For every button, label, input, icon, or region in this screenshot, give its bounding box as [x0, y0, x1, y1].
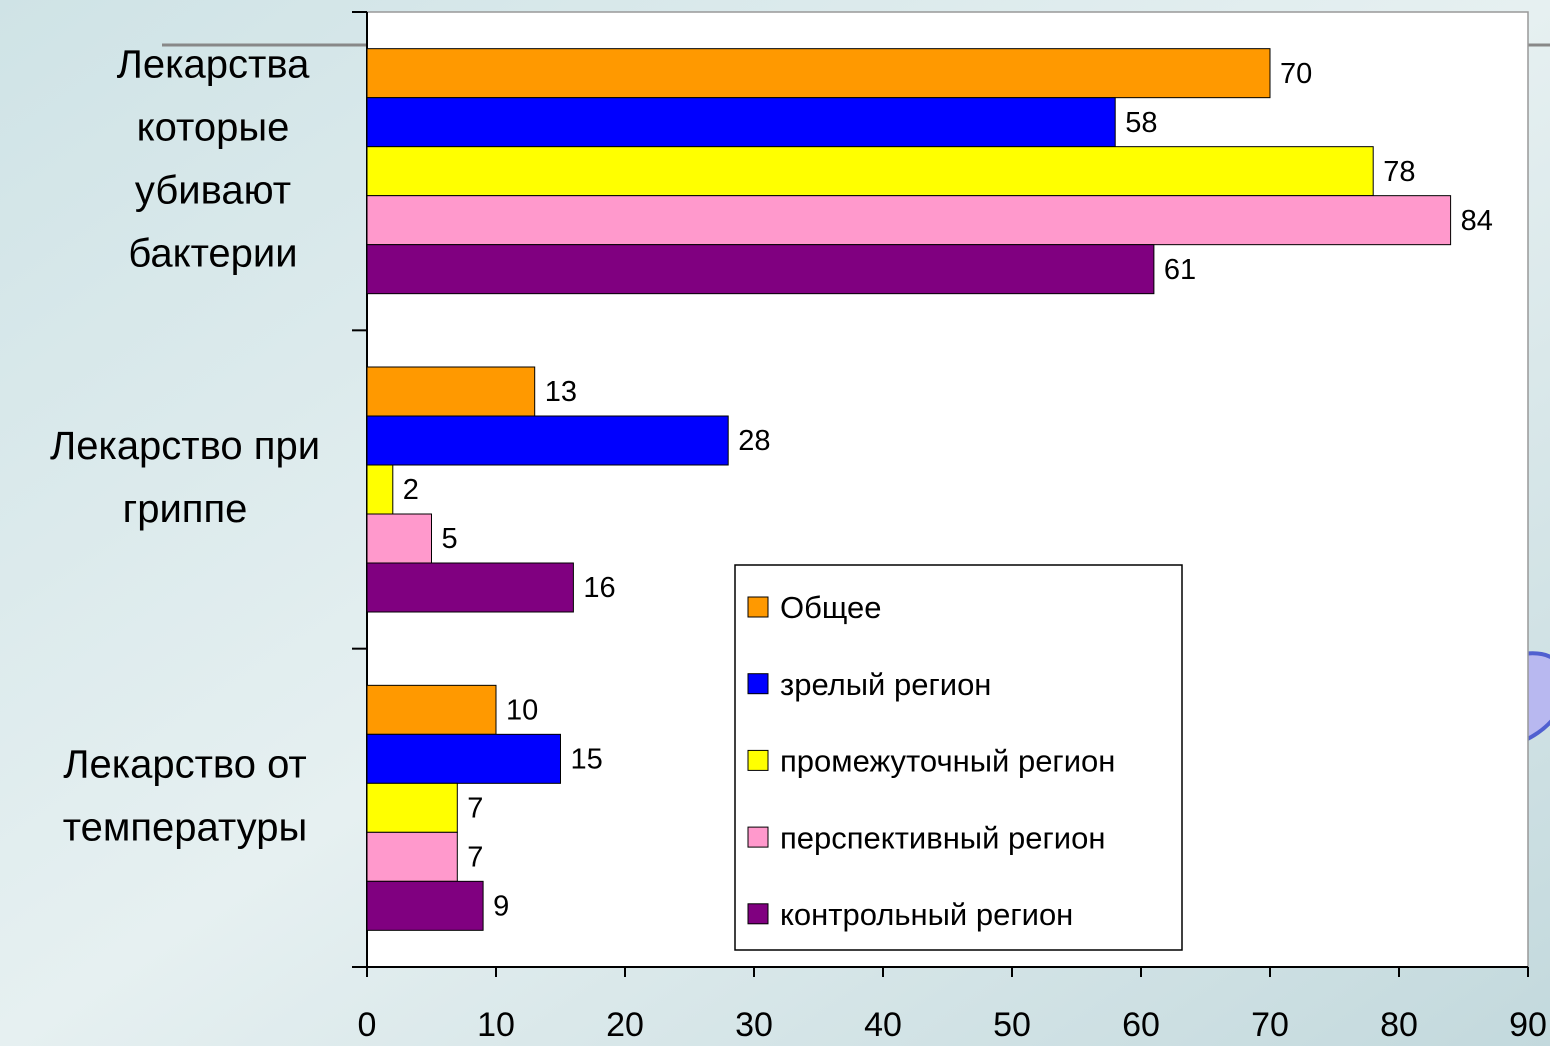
x-tick-label: 0: [358, 1006, 377, 1044]
value-label: 61: [1164, 254, 1196, 286]
x-tick-label: 80: [1380, 1006, 1418, 1044]
value-label: 7: [467, 841, 483, 873]
category-label: Лекарства которые убивают бактерии: [117, 42, 310, 275]
bar: [366, 48, 1271, 99]
legend-label: зрелый регион: [780, 667, 991, 702]
x-tick-label: 50: [993, 1006, 1031, 1044]
value-label: 10: [506, 694, 538, 726]
value-label: 78: [1383, 156, 1415, 188]
bar: [366, 562, 574, 613]
legend-label: контрольный регион: [780, 897, 1073, 932]
value-label: 58: [1125, 107, 1157, 139]
value-label: 84: [1461, 205, 1493, 237]
x-tick-label: 90: [1509, 1006, 1547, 1044]
bar: [366, 880, 484, 931]
bar: [366, 513, 432, 564]
legend-label: перспективный регион: [780, 820, 1106, 855]
legend-label: Общее: [780, 590, 882, 625]
legend-swatch: [747, 903, 769, 925]
value-label: 2: [403, 474, 419, 506]
bar: [366, 146, 1374, 197]
value-label: 5: [442, 523, 458, 555]
bar: [366, 244, 1155, 295]
legend-swatch: [747, 749, 769, 771]
value-label: 13: [545, 376, 577, 408]
value-label: 15: [571, 743, 603, 775]
bar: [366, 415, 729, 466]
x-tick-label: 20: [606, 1006, 644, 1044]
legend-swatch: [747, 673, 769, 695]
legend: [734, 564, 1183, 951]
x-tick-label: 40: [864, 1006, 902, 1044]
legend-swatch: [747, 596, 769, 618]
x-tick-label: 30: [735, 1006, 773, 1044]
x-tick-label: 60: [1122, 1006, 1160, 1044]
bar: [366, 97, 1116, 148]
legend-swatch: [747, 826, 769, 848]
bar: [366, 464, 394, 515]
value-label: 7: [467, 792, 483, 824]
legend-label: промежуточный регион: [780, 744, 1115, 779]
value-label: 28: [738, 425, 770, 457]
bar: [366, 733, 561, 784]
x-tick-label: 70: [1251, 1006, 1289, 1044]
value-label: 9: [493, 890, 509, 922]
bar: [366, 782, 458, 833]
bar: [366, 831, 458, 882]
x-tick-label: 10: [477, 1006, 515, 1044]
category-label: Лекарство от температуры: [63, 742, 307, 849]
bar: [366, 684, 497, 735]
value-label: 16: [583, 572, 615, 604]
value-label: 70: [1280, 58, 1312, 90]
bar: [366, 195, 1452, 246]
category-label: Лекарство при гриппе: [50, 424, 320, 531]
bar: [366, 366, 536, 417]
